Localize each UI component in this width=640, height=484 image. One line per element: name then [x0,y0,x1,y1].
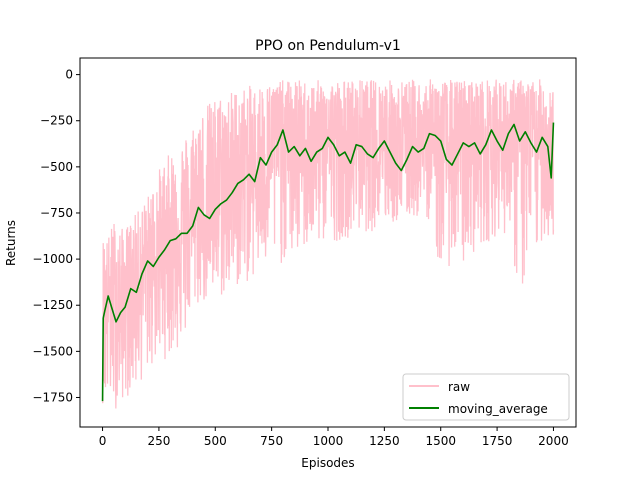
legend-box [402,373,570,421]
series-line-raw [101,79,555,409]
chart-title: PPO on Pendulum-v1 [255,38,401,54]
y-tick-label: −1000 [32,252,73,266]
x-axis-ticks: 0 250 500 750 1000 1250 1500 1750 2000 [99,427,569,448]
y-tick-label: −750 [40,206,73,220]
y-tick-label: −1750 [32,390,73,404]
legend: raw moving_average [402,373,570,421]
plot-frame [79,57,577,428]
y-tick-label: −1250 [32,298,73,312]
y-tick-label: −250 [40,114,73,128]
x-tick-label: 1250 [369,434,400,448]
x-tick-label: 0 [99,434,107,448]
y-tick-label: −500 [40,160,73,174]
x-tick-label: 500 [204,434,227,448]
x-axis-label: Episodes [301,456,354,470]
y-tick-label: 0 [65,68,73,82]
x-tick-label: 750 [260,434,283,448]
x-tick-label: 1000 [313,434,344,448]
series-line-moving-average [101,122,555,402]
x-tick-label: 2000 [538,434,569,448]
y-tick-label: −1500 [32,344,73,358]
legend-label-moving-average: moving_average [448,402,548,416]
y-axis-ticks: 0 −250 −500 −750 −1000 −1250 −1500 −1750 [32,68,80,404]
series-layer [101,79,555,409]
legend-label-raw: raw [448,380,470,394]
y-axis-label: Returns [4,220,18,266]
x-tick-label: 1500 [425,434,456,448]
x-tick-label: 1750 [482,434,513,448]
x-tick-label: 250 [147,434,170,448]
